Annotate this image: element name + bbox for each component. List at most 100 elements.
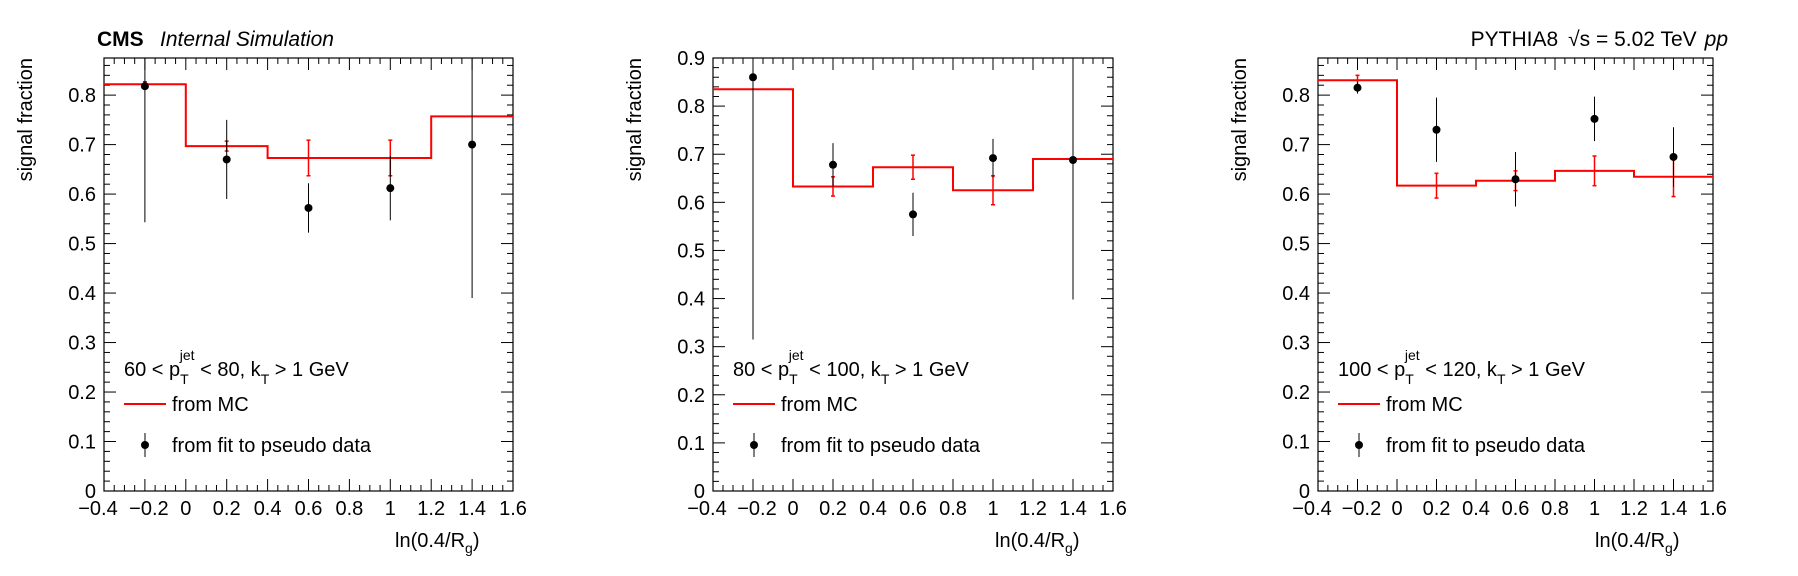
chart-panel-3: −0.4 −0.2 0 0.2 0.4 0.6 0.8 1 1.2 1.4 1.6 0 0.1 0.2 0.… [1229, 57, 1727, 556]
y-tick-label: 0.5 [68, 234, 96, 256]
x-tick-label: 0.6 [1502, 498, 1530, 520]
x-tick-label: 0.2 [213, 498, 241, 520]
fit-point [1069, 155, 1077, 164]
fit-point [749, 73, 757, 82]
x-tick-label: 1 [1589, 498, 1600, 520]
x-tick-label: 1.2 [1620, 498, 1648, 520]
plot-frame [712, 57, 1114, 492]
label-kt-sub: T [261, 371, 270, 387]
fit-point [386, 184, 395, 193]
y-tick-label: 0.2 [68, 382, 96, 404]
mc-histogram [104, 83, 513, 159]
x-tick-label: 0.6 [295, 498, 323, 520]
x-tick-label: 0.4 [254, 498, 282, 520]
x-tick-label: 0.6 [899, 498, 927, 520]
status-label: Internal Simulation [160, 28, 334, 51]
y-tick-label: 0.2 [1282, 382, 1310, 404]
panel-kinematic-label: 80 < pTjet < 100, kT > 1 GeV [733, 347, 970, 387]
fit-point [1353, 83, 1362, 92]
y-tick-label: 0.4 [677, 289, 705, 311]
label-pt-sub: T [1405, 371, 1414, 387]
fit-point [222, 155, 231, 164]
x-tick-label: 1.2 [417, 498, 445, 520]
x-tick-label: −0.4 [687, 498, 726, 520]
y-tick-label: 0.1 [1282, 432, 1310, 454]
x-tick-label: 1.2 [1019, 498, 1047, 520]
generator-label: PYTHIA8 [1471, 28, 1559, 51]
x-tick-label: 0 [1391, 498, 1402, 520]
plot-frame [103, 57, 514, 492]
x-tick-label: 0.2 [819, 498, 847, 520]
fit-point [1590, 114, 1599, 123]
x-axis-title: ln(0.4/Rg) [995, 530, 1080, 556]
fit-point [989, 154, 997, 163]
x-tick-label: 0.8 [939, 498, 967, 520]
legend-mc-label: from MC [172, 394, 249, 416]
x-tick-label: 0.4 [859, 498, 887, 520]
y-tick-label: 0 [694, 481, 705, 503]
x-axis-title-sub: g [1665, 540, 1673, 556]
label-kt-suffix: > 1 GeV [1506, 359, 1586, 381]
y-tick-label: 0.3 [68, 333, 96, 355]
label-pt-sup: jet [788, 347, 804, 363]
label-kt-suffix: > 1 GeV [889, 359, 969, 381]
y-tick-label: 0.5 [677, 240, 705, 262]
y-tick-label: 0.4 [68, 283, 96, 305]
label-kt-prefix: < 100, k [804, 359, 882, 381]
y-tick-label: 0.2 [677, 385, 705, 407]
legend-mc-label: from MC [781, 394, 858, 416]
x-axis-title: ln(0.4/Rg) [395, 530, 480, 556]
panel-kinematic-label: 60 < pTjet < 80, kT > 1 GeV [124, 347, 349, 387]
panel-kinematic-label: 100 < pTjet < 120, kT > 1 GeV [1338, 347, 1586, 387]
legend-fit-marker [141, 441, 149, 449]
fit-point [468, 140, 477, 149]
x-axis-title-main: ln(0.4/R [995, 530, 1065, 552]
x-tick-label: 1.4 [1059, 498, 1087, 520]
plot-frame [1317, 57, 1714, 492]
fit-point [1511, 175, 1520, 184]
x-axis-title-end: ) [1673, 530, 1680, 552]
label-kt-sub: T [881, 371, 890, 387]
x-tick-label: −0.2 [737, 498, 776, 520]
x-tick-label: 0 [787, 498, 798, 520]
label-pt-prefix: 60 < p [124, 359, 180, 381]
y-tick-label: 0.8 [68, 85, 96, 107]
x-tick-label: 0.8 [335, 498, 363, 520]
x-tick-label: −0.4 [78, 498, 117, 520]
x-tick-label: 1.6 [1699, 498, 1727, 520]
x-tick-label: 0 [180, 498, 191, 520]
y-tick-label: 0.9 [677, 48, 705, 70]
fit-point [1432, 125, 1441, 134]
label-kt-sub: T [1497, 371, 1506, 387]
legend-fit-label: from fit to pseudo data [1386, 435, 1586, 457]
legend-fit-label: from fit to pseudo data [172, 435, 372, 457]
x-tick-label: 1 [987, 498, 998, 520]
y-axis-title: signal fraction [15, 58, 37, 181]
y-tick-label: 0.1 [677, 433, 705, 455]
y-tick-label: 0.4 [1282, 283, 1310, 305]
system-label: pp [1704, 28, 1728, 51]
experiment-label: CMS [97, 28, 144, 51]
x-axis-title-end: ) [1073, 530, 1080, 552]
label-pt-sub: T [789, 371, 798, 387]
y-tick-label: 0.6 [677, 192, 705, 214]
x-tick-label: −0.4 [1292, 498, 1331, 520]
chart-panel-1: −0.4 −0.2 0 0.2 0.4 0.6 0.8 1 1.2 1.4 1.6 0 0.1 0.2 0.… [15, 57, 527, 556]
fit-point [1669, 152, 1678, 161]
label-pt-sup: jet [1404, 347, 1420, 363]
y-tick-label: 0.3 [1282, 333, 1310, 355]
energy-label: √s = 5.02 TeV [1568, 28, 1696, 51]
x-tick-label: 0.4 [1462, 498, 1490, 520]
x-tick-label: 1.4 [458, 498, 486, 520]
x-axis-title-main: ln(0.4/R [395, 530, 465, 552]
x-axis-title-main: ln(0.4/R [1595, 530, 1665, 552]
x-axis-title-sub: g [465, 540, 473, 556]
header: CMS Internal Simulation PYTHIA8 √s = 5.02… [97, 28, 1728, 51]
y-tick-label: 0.8 [1282, 85, 1310, 107]
x-tick-label: 0.8 [1541, 498, 1569, 520]
y-tick-label: 0.8 [677, 96, 705, 118]
y-tick-label: 0.6 [68, 184, 96, 206]
legend-mc-label: from MC [1386, 394, 1463, 416]
fit-point [829, 160, 837, 169]
y-tick-label: 0 [85, 481, 96, 503]
